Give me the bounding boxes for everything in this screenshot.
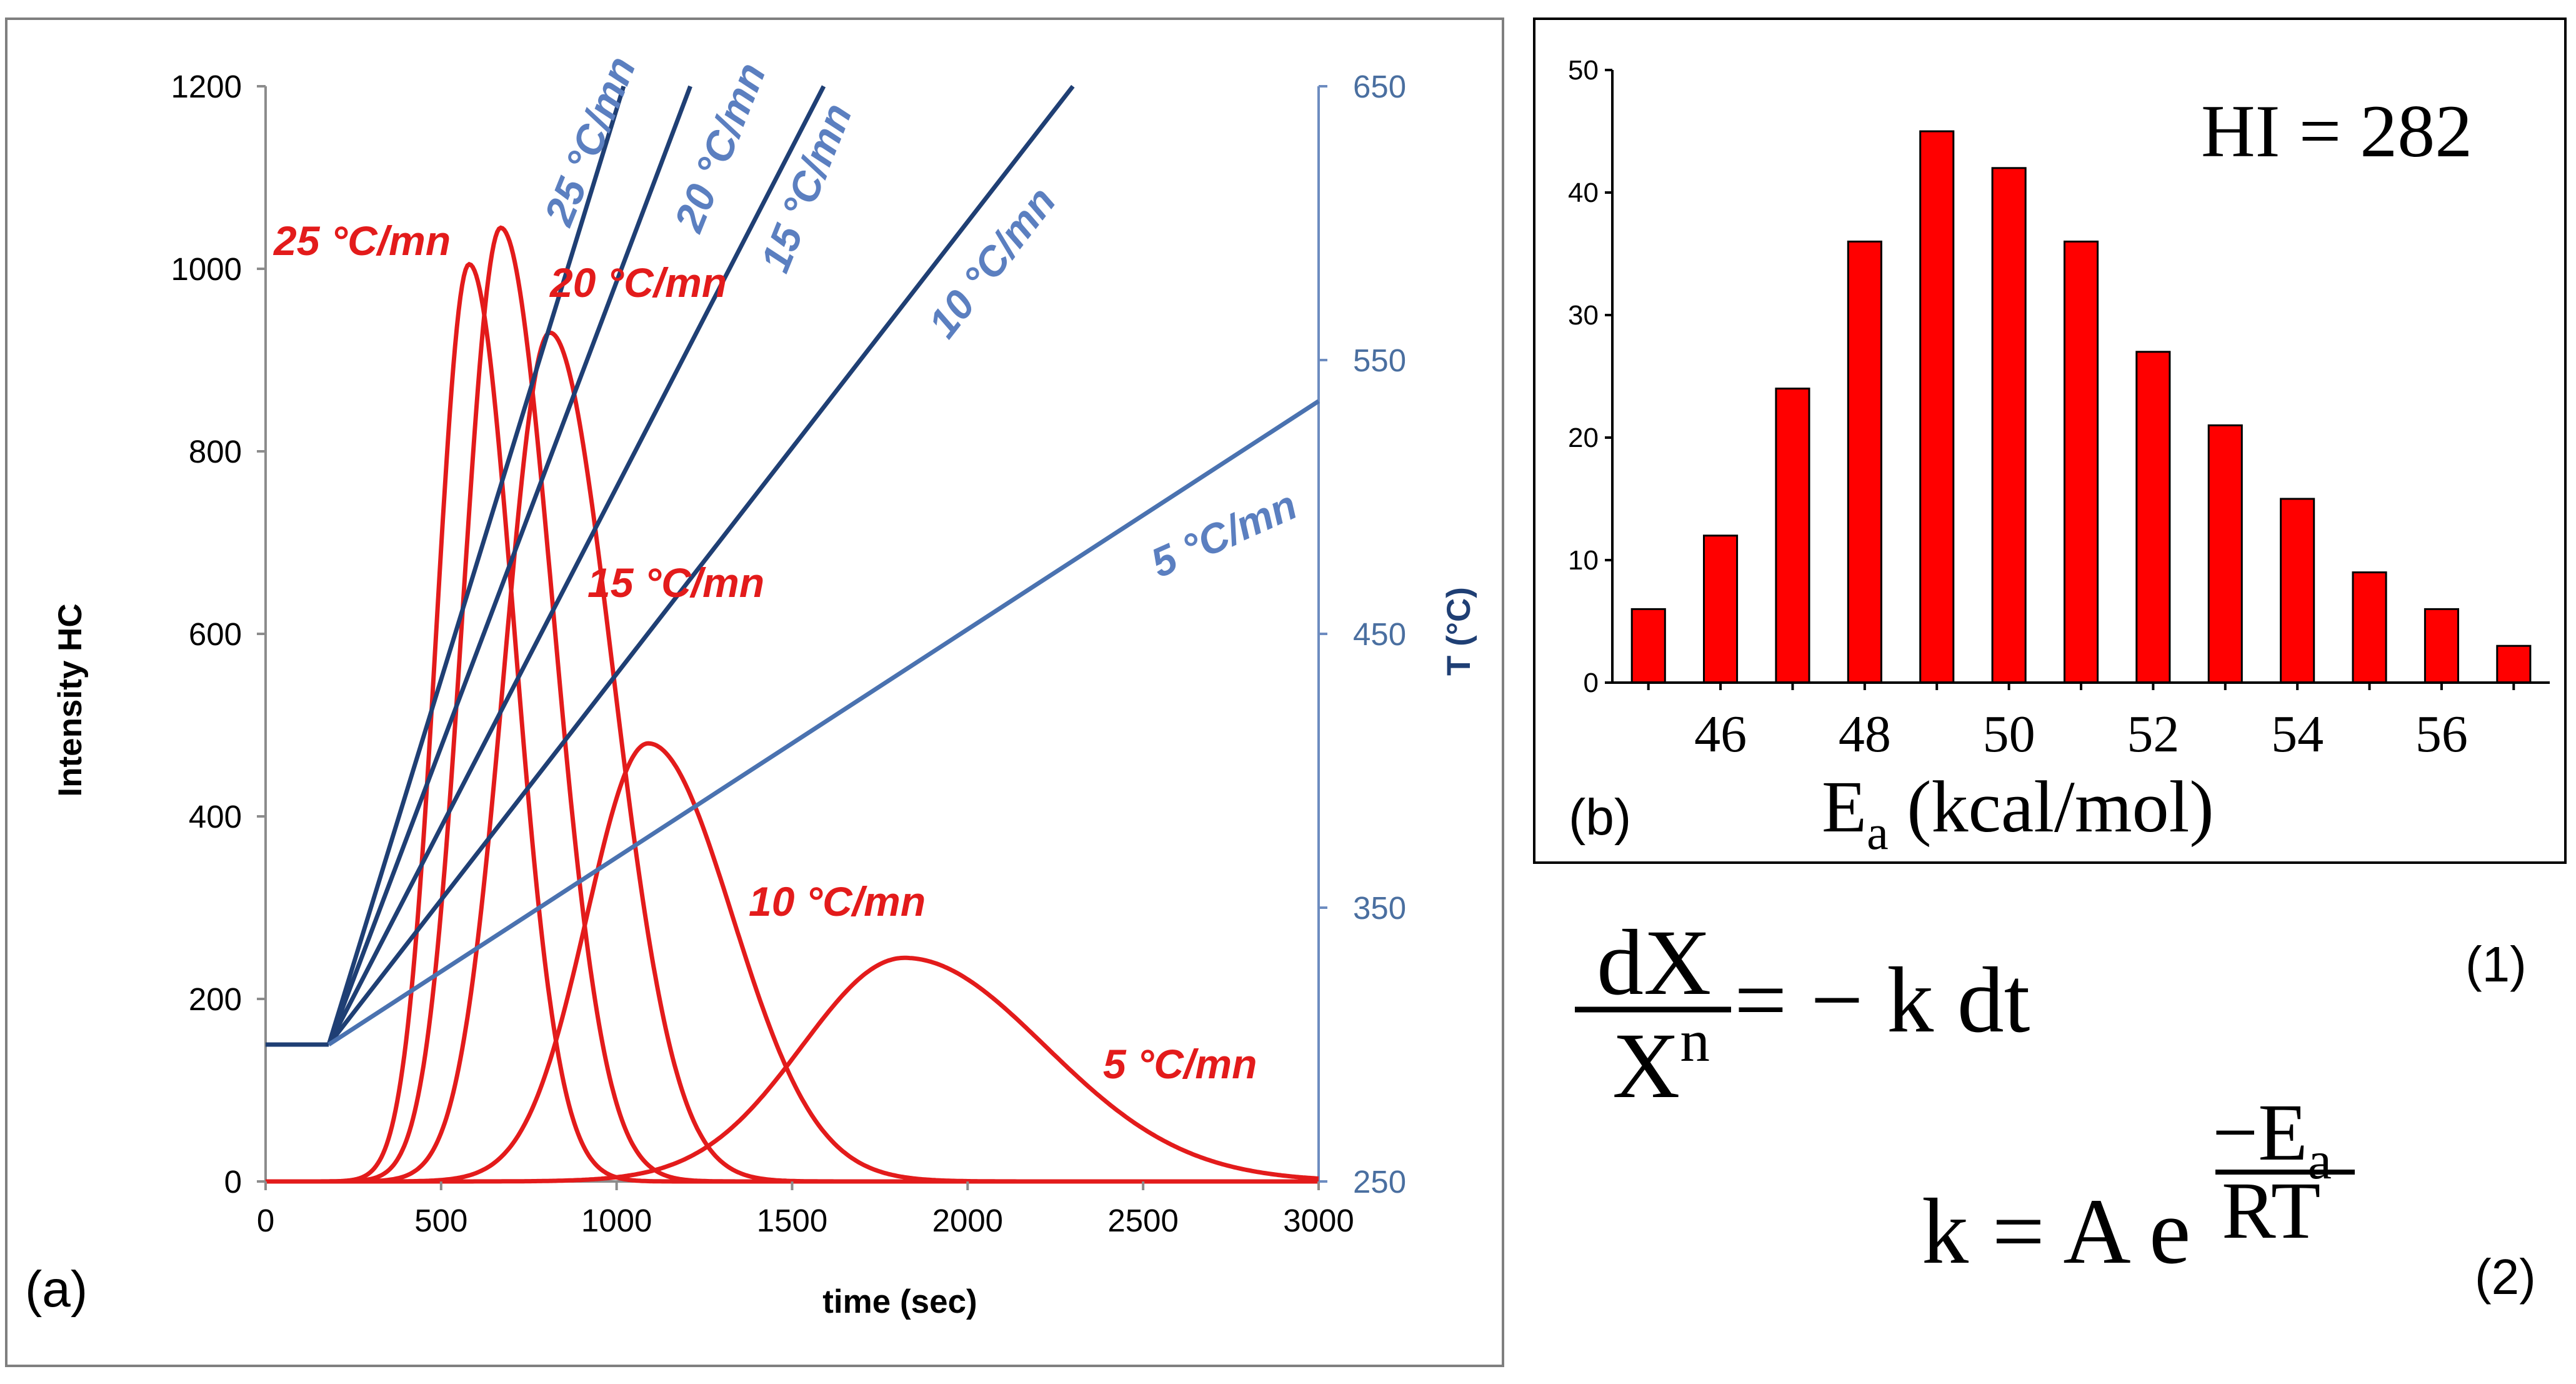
- y-tick-label: 400: [189, 799, 242, 835]
- intensity-label-25: 25 °C/mn: [272, 218, 451, 264]
- bar-56: [2424, 608, 2459, 684]
- temperature-ramp-3: [327, 84, 1075, 1046]
- panel-b-frame: [1533, 18, 2567, 864]
- y2-tick-label: 250: [1353, 1164, 1406, 1200]
- intensity-label-20: 20 °C/mn: [549, 259, 727, 306]
- b-y-tick-label: 30: [1568, 300, 1599, 331]
- eq2-number: (2): [2475, 1249, 2536, 1305]
- bar-48: [1847, 240, 1882, 684]
- b-x-tick-label: 48: [1839, 705, 1891, 763]
- bar-55: [2352, 571, 2387, 684]
- b-y-tick-label: 10: [1568, 545, 1599, 576]
- panel-b-bars: [1630, 130, 2532, 684]
- bar-46: [1703, 534, 1739, 684]
- equation-1: dX Xn = − k dt (1): [1575, 911, 2527, 1118]
- x-tick-label: 1500: [757, 1203, 827, 1238]
- y-tick-label: 1000: [171, 251, 242, 287]
- y2-tick-label: 650: [1353, 69, 1406, 104]
- b-x-tick-label: 46: [1694, 705, 1747, 763]
- bar-54: [2280, 498, 2315, 684]
- bar-47: [1775, 388, 1810, 684]
- y-tick-label: 600: [189, 616, 242, 652]
- eq1-numerator: dX: [1597, 911, 1711, 1015]
- intensity-label-10: 10 °C/mn: [749, 878, 926, 925]
- bar-45: [1630, 608, 1666, 684]
- equation-2: k = A e −Ea RT (2): [1922, 1088, 2536, 1305]
- bar-51: [2064, 240, 2099, 684]
- b-y-tick-label: 50: [1568, 55, 1599, 86]
- x-tick-label: 2500: [1107, 1203, 1178, 1238]
- bar-53: [2207, 424, 2243, 684]
- temperature-ramp-1: [326, 85, 692, 1046]
- bar-52: [2135, 351, 2171, 684]
- x-tick-label: 0: [257, 1203, 274, 1238]
- y-tick-label: 800: [189, 434, 242, 469]
- b-x-tick-label: 56: [2415, 705, 2468, 763]
- x-tick-label: 500: [414, 1203, 467, 1238]
- x-tick-label: 1000: [581, 1203, 652, 1238]
- bar-50: [1991, 167, 2027, 684]
- intensity-label-15: 15 °C/mn: [587, 559, 764, 606]
- x-tick-label: 2000: [932, 1203, 1003, 1238]
- b-x-tick-label: 50: [1983, 705, 2035, 763]
- panel-a-ticks: 0 200 400 600 800 1000 1200 0 500 1000 1500 2000 250…: [171, 69, 1407, 1238]
- y-tick-label: 1200: [171, 69, 242, 104]
- b-x-axis-title: Ea (kcal/mol): [1822, 766, 2214, 860]
- panel-a-label: (a): [25, 1261, 87, 1318]
- panel-b-ticks: 0 10 20 30 40 50 46 48 50 52 54 56: [1568, 55, 2515, 763]
- b-x-tick-label: 54: [2271, 705, 2324, 763]
- bar-49: [1919, 130, 1955, 684]
- y-tick-label: 0: [224, 1164, 242, 1200]
- eq1-number: (1): [2465, 936, 2527, 992]
- y-tick-label: 200: [189, 981, 242, 1017]
- eq1-rhs: = − k dt: [1734, 948, 2030, 1052]
- panel-a-frame: [5, 18, 1504, 1367]
- hi-annotation: HI = 282: [2201, 89, 2472, 173]
- temperature-ramp-0: [326, 85, 626, 1046]
- y2-axis-title: T (°C): [1440, 587, 1477, 676]
- eq1-denominator: Xn: [1612, 1008, 1710, 1118]
- eq2-exp-denominator: RT: [2222, 1166, 2320, 1256]
- bar-57: [2496, 644, 2532, 684]
- y-axis-title: Intensity HC: [52, 603, 89, 796]
- y2-tick-label: 350: [1353, 890, 1406, 926]
- b-y-tick-label: 40: [1568, 178, 1599, 208]
- y2-tick-label: 550: [1353, 343, 1406, 378]
- b-y-tick-label: 20: [1568, 423, 1599, 453]
- x-axis-title: time (sec): [822, 1283, 977, 1320]
- eq2-lhs: k = A e: [1922, 1180, 2190, 1283]
- x-tick-label: 3000: [1283, 1203, 1354, 1238]
- panel-b-label: (b): [1569, 789, 1631, 846]
- b-x-tick-label: 52: [2127, 705, 2179, 763]
- b-y-tick-label: 0: [1584, 668, 1599, 698]
- temperature-ramp-4: [327, 399, 1320, 1046]
- eq2-exp-numerator: −Ea: [2212, 1088, 2332, 1190]
- intensity-label-5: 5 °C/mn: [1103, 1041, 1257, 1087]
- temperature-ramp-2: [326, 85, 826, 1046]
- y2-tick-label: 450: [1353, 616, 1406, 652]
